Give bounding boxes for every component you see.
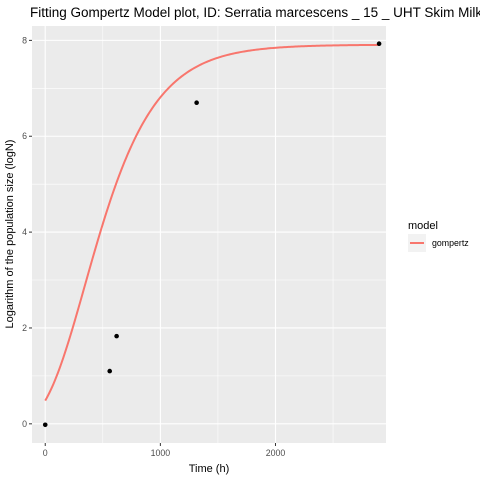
x-tick-label: 1000	[151, 448, 171, 458]
legend-title: model	[408, 220, 438, 232]
y-axis: 0 2 4 6 8	[22, 35, 32, 429]
y-tick-label: 0	[22, 419, 27, 429]
grid-lines	[32, 26, 386, 443]
plot-panel	[32, 26, 386, 443]
data-point	[107, 368, 113, 374]
observed-points	[42, 41, 382, 428]
legend-label-gompertz: gompertz	[432, 238, 469, 248]
y-tick-label: 8	[22, 35, 27, 45]
data-point	[114, 333, 119, 339]
x-tick-label: 0	[43, 448, 48, 458]
gompertz-curve	[44, 43, 380, 402]
chart-title: Fitting Gompertz Model plot, ID: Serrati…	[30, 5, 480, 20]
y-axis-title: Logarithm of the population size (logN)	[4, 140, 16, 329]
data-point	[42, 422, 48, 428]
y-tick-label: 2	[22, 323, 27, 333]
x-tick-label: 2000	[266, 448, 286, 458]
data-point	[376, 41, 382, 47]
data-point	[194, 100, 199, 105]
legend: model gompertz	[408, 220, 469, 252]
x-axis-title: Time (h)	[189, 463, 230, 475]
x-axis: 0 1000 2000	[43, 443, 286, 458]
y-tick-label: 6	[22, 131, 27, 141]
y-tick-label: 4	[22, 227, 27, 237]
